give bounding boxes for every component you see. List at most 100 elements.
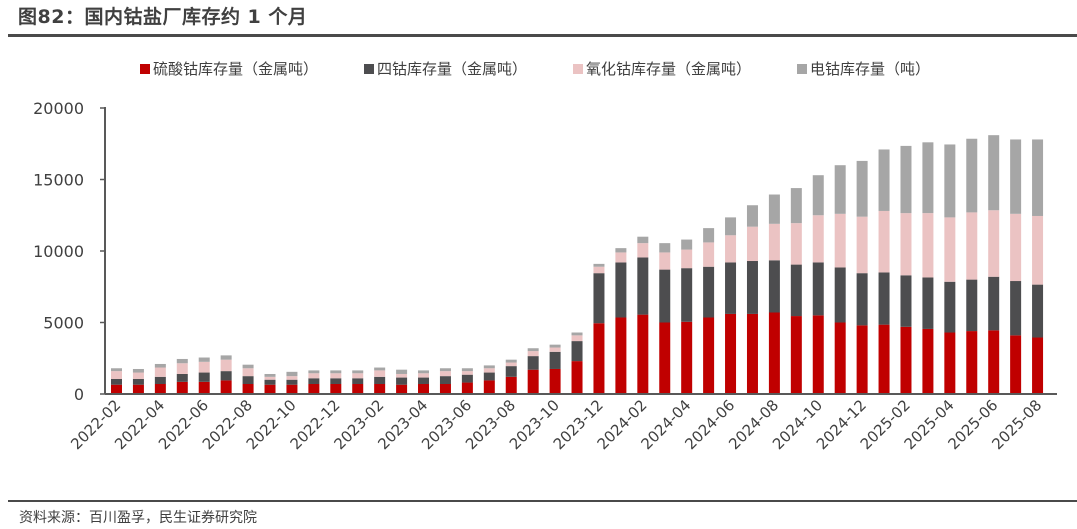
bar-segment-electrolytic-cobalt [264,373,276,377]
bar-segment-cobalt-oxide [461,371,473,375]
bar-segment-tricobalt-tetroxide [856,273,868,326]
bar-segment-tricobalt-tetroxide [461,374,473,383]
bar-segment-cobalt-sulfate [396,384,408,394]
bar-segment-electrolytic-cobalt [856,160,868,217]
source-note: 资料来源：百川盈孚，民生证券研究院 [19,510,257,526]
bar-segment-electrolytic-cobalt [242,364,254,369]
bar-segment-tricobalt-tetroxide [966,279,978,332]
bar-segment-electrolytic-cobalt [878,149,890,211]
bar-segment-cobalt-oxide [571,335,583,342]
bar-segment-cobalt-sulfate [220,380,232,395]
legend-label: 四钴库存量（金属吨） [377,60,528,78]
bar-segment-electrolytic-cobalt [681,239,693,250]
bar-segment-cobalt-sulfate [111,384,122,394]
bar-segment-cobalt-sulfate [176,381,188,395]
bar-segment-cobalt-sulfate [461,382,473,394]
bar-segment-electrolytic-cobalt [330,370,342,374]
bar-segment-cobalt-oxide [768,223,780,261]
bar-segment-electrolytic-cobalt [220,355,232,360]
bar-segment-electrolytic-cobalt [900,145,912,214]
bar-segment-cobalt-oxide [549,347,561,352]
bar-segment-tricobalt-tetroxide [132,378,144,385]
legend-item-cobalt-sulfate: 硫酸钴库存量（金属吨） [140,58,318,79]
bar-segment-tricobalt-tetroxide [878,272,890,325]
bar-segment-cobalt-sulfate [571,361,583,394]
bar-segment-cobalt-sulfate [768,312,780,394]
bar-segment-cobalt-oxide [111,371,122,379]
bar-segment-electrolytic-cobalt [615,248,627,253]
bar-segment-cobalt-sulfate [922,328,934,394]
bar-segment-cobalt-sulfate [308,383,320,394]
bar-segment-electrolytic-cobalt [439,368,451,372]
bar-segment-tricobalt-tetroxide [944,281,956,333]
bar-segment-cobalt-oxide [308,373,320,379]
bar-segment-cobalt-oxide [966,212,978,280]
bar-segment-cobalt-oxide [132,372,144,379]
bar-segment-electrolytic-cobalt [988,135,1000,211]
bar-segment-cobalt-oxide [593,266,605,274]
bar-segment-cobalt-sulfate [264,384,276,394]
bar-segment-cobalt-sulfate [790,316,802,394]
bar-segment-electrolytic-cobalt [527,348,539,352]
bar-segment-cobalt-oxide [418,373,430,378]
legend-swatch [573,63,584,74]
bar-segment-cobalt-oxide [834,213,846,268]
legend-label: 电钴库存量（吨） [810,60,931,78]
bar-segment-tricobalt-tetroxide [154,376,166,384]
bar-segment-tricobalt-tetroxide [374,376,386,384]
bar-segment-tricobalt-tetroxide [527,356,539,370]
bottom-rule [8,500,1077,502]
y-tick-label: 5000 [43,314,84,333]
bar-segment-electrolytic-cobalt [286,371,298,377]
bar-segment-tricobalt-tetroxide [834,267,846,323]
bar-segment-tricobalt-tetroxide [1010,281,1022,336]
bar-segment-electrolytic-cobalt [483,365,495,369]
bar-segment-cobalt-oxide [900,213,912,276]
bar-segment-electrolytic-cobalt [308,370,320,374]
bar-segment-cobalt-oxide [988,210,1000,277]
y-tick-label: 20000 [33,99,84,118]
bar-segment-electrolytic-cobalt [746,205,758,227]
bar-segment-tricobalt-tetroxide [725,262,737,314]
bar-segment-cobalt-oxide [374,370,386,377]
bar-segment-tricobalt-tetroxide [198,372,210,382]
bar-segment-cobalt-sulfate [637,314,649,394]
bar-segment-electrolytic-cobalt [659,243,671,253]
bar-segment-cobalt-sulfate [900,326,912,394]
bar-segment-electrolytic-cobalt [374,367,386,371]
bar-segment-tricobalt-tetroxide [286,379,298,385]
bar-segment-cobalt-oxide [220,359,232,372]
bar-segment-tricobalt-tetroxide [681,268,693,322]
bar-segment-electrolytic-cobalt [725,217,737,236]
bar-segment-cobalt-oxide [659,252,671,270]
bar-segment-cobalt-sulfate [1010,335,1022,394]
bar-segment-cobalt-sulfate [505,376,517,394]
bar-segment-cobalt-sulfate [352,383,364,394]
bar-segment-cobalt-sulfate [878,324,890,394]
bar-segment-cobalt-oxide [944,217,956,282]
bar-segment-tricobalt-tetroxide [220,371,232,381]
bar-segment-tricobalt-tetroxide [637,257,649,315]
bar-segment-electrolytic-cobalt [461,368,473,372]
y-axis: 0 5000 10000 15000 20000 [33,99,106,404]
bar-segment-cobalt-oxide [790,223,802,265]
legend-item-tricobalt-tetroxide: 四钴库存量（金属吨） [364,58,527,79]
bar-segment-tricobalt-tetroxide [111,378,122,385]
bar-segment-electrolytic-cobalt [396,369,408,374]
bar-segment-cobalt-sulfate [703,317,715,395]
bar-segment-cobalt-oxide [703,242,715,267]
bar-segment-cobalt-sulfate [418,383,430,394]
bar-segment-cobalt-oxide [856,216,868,274]
figure-title: 图82：国内钴盐厂库存约 1 个月 [18,6,308,28]
bar-segment-cobalt-sulfate [286,384,298,394]
bar-segment-electrolytic-cobalt [834,165,846,214]
legend-item-electrolytic-cobalt: 电钴库存量（吨） [797,58,930,79]
bar-segment-tricobalt-tetroxide [571,341,583,362]
bar-segment-cobalt-sulfate [988,330,1000,394]
bar-segment-tricobalt-tetroxide [264,379,276,385]
y-tick-label: 15000 [33,171,84,190]
bar-segment-cobalt-oxide [878,210,890,273]
stacked-bar-chart: 0 5000 10000 15000 20000 2022-022022-042022-… [33,99,1057,453]
bar-segment-cobalt-oxide [746,226,758,262]
bar-segment-cobalt-oxide [615,252,627,263]
